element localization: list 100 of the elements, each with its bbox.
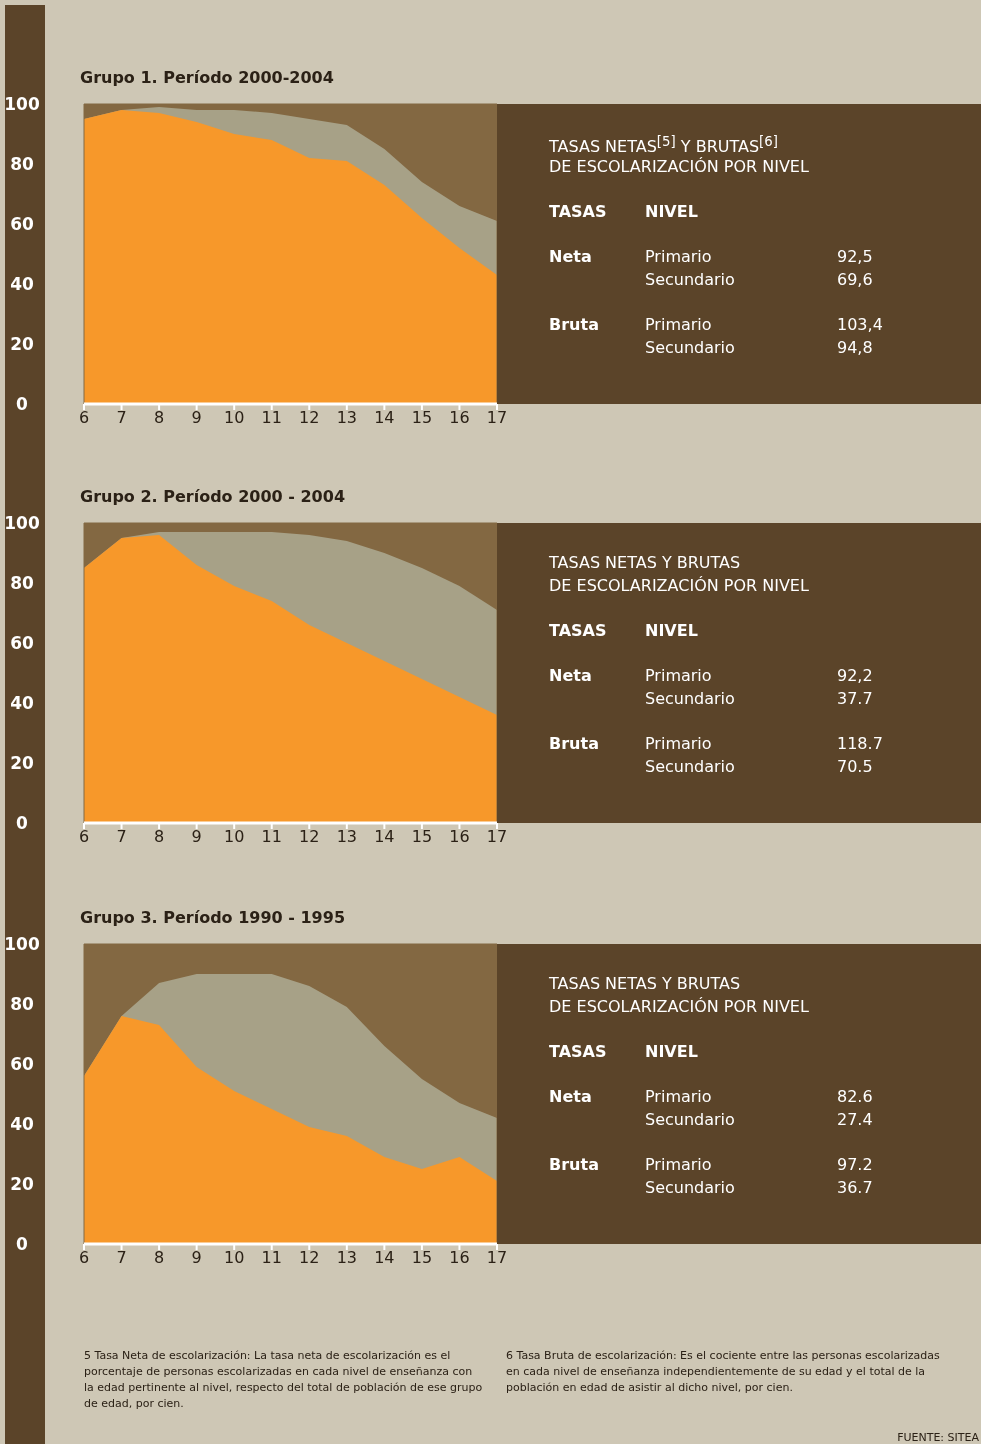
text: 6 Tasa Bruta de escolarización: Es el cociente entre las personas escolarizadas en cada nivel de enseñanza independientemente de su edad y el total de la población en edad de asistir al dicho nivel, por cien.	[506, 1348, 941, 1396]
text: Primario	[645, 1087, 712, 1106]
text: Primario	[645, 247, 712, 266]
x-tick-label: 9	[191, 1248, 202, 1268]
y-tick-label: 80	[10, 154, 34, 174]
x-tick-label: 7	[116, 827, 127, 847]
text: DE ESCOLARIZACIÓN POR NIVEL	[549, 157, 809, 176]
text: 103,4	[837, 315, 883, 334]
y-tick-label: 40	[10, 1114, 34, 1134]
text: TASAS NETAS Y BRUTAS	[549, 553, 741, 572]
text: Neta	[549, 666, 592, 685]
y-tick-label: 20	[10, 753, 34, 773]
x-tick-label: 11	[261, 1248, 282, 1268]
text: Bruta	[549, 315, 599, 334]
text: TASAS	[549, 1042, 607, 1061]
y-tick-label: 80	[10, 994, 34, 1014]
x-tick-label: 15	[411, 827, 433, 847]
y-tick-label: 20	[10, 1174, 34, 1194]
text: TASAS NETAS Y BRUTAS	[549, 974, 741, 993]
x-tick-label: 8	[154, 408, 165, 428]
y-tick-label: 0	[16, 1234, 29, 1254]
x-tick-label: 16	[449, 1248, 470, 1268]
text: 5 Tasa Neta de escolarización: La tasa neta de escolarización es el porcentaje de personas escolarizadas en cada nivel de enseñanza con la edad pertinente al nivel, respecto del total de población de ese grupo de edad, por cien.	[84, 1348, 484, 1412]
x-tick-label: 14	[374, 1248, 395, 1268]
y-tick-label: 60	[10, 1054, 34, 1074]
x-tick-label: 12	[299, 827, 320, 847]
text: Secundario	[645, 689, 735, 708]
x-tick-label: 11	[261, 408, 282, 428]
x-tick-label: 14	[374, 408, 395, 428]
text: Primario	[645, 315, 712, 334]
x-tick-label: 10	[224, 827, 245, 847]
x-tick-label: 13	[336, 1248, 357, 1268]
x-tick-label: 10	[224, 1248, 245, 1268]
text: NIVEL	[645, 202, 698, 221]
y-tick-label: 60	[10, 633, 34, 653]
x-tick-label: 15	[411, 1248, 433, 1268]
y-tick-label: 40	[10, 693, 34, 713]
x-tick-label: 9	[191, 827, 202, 847]
text: Secundario	[645, 757, 735, 776]
y-tick-label: 100	[4, 934, 40, 954]
text: 94,8	[837, 338, 873, 357]
text: 92,2	[837, 666, 873, 685]
text: TASAS	[549, 202, 607, 221]
text: Bruta	[549, 734, 599, 753]
text: Secundario	[645, 1110, 735, 1129]
x-tick-label: 15	[411, 408, 433, 428]
x-tick-label: 13	[336, 827, 357, 847]
x-tick-label: 8	[154, 1248, 165, 1268]
x-tick-label: 6	[78, 408, 90, 428]
x-tick-label: 16	[449, 827, 470, 847]
x-tick-label: 9	[191, 408, 202, 428]
text: NIVEL	[645, 1042, 698, 1061]
x-tick-label: 17	[486, 827, 508, 847]
y-tick-label: 60	[10, 214, 34, 234]
text: Secundario	[645, 270, 735, 289]
chart-title: Grupo 3. Período 1990 - 1995	[80, 908, 346, 927]
x-tick-label: 10	[224, 408, 245, 428]
text: 118.7	[837, 734, 883, 753]
text: DE ESCOLARIZACIÓN POR NIVEL	[549, 997, 809, 1016]
text: 70.5	[837, 757, 873, 776]
x-tick-label: 14	[374, 827, 395, 847]
x-tick-label: 17	[486, 408, 508, 428]
text: Primario	[645, 1155, 712, 1174]
text: Neta	[549, 1087, 592, 1106]
text: 36.7	[837, 1178, 873, 1197]
text: Primario	[645, 666, 712, 685]
x-tick-label: 12	[299, 408, 320, 428]
x-tick-label: 17	[486, 1248, 508, 1268]
text: 82.6	[837, 1087, 873, 1106]
text: 92,5	[837, 247, 873, 266]
y-tick-label: 20	[10, 334, 34, 354]
x-tick-label: 13	[336, 408, 357, 428]
x-tick-label: 6	[78, 1248, 90, 1268]
x-tick-label: 8	[154, 827, 165, 847]
text: Secundario	[645, 1178, 735, 1197]
text: 27.4	[837, 1110, 873, 1129]
y-tick-label: 40	[10, 274, 34, 294]
text: Primario	[645, 734, 712, 753]
text: TASAS NETAS$^{[5]}$ Y BRUTAS$^{[6]}$	[549, 134, 778, 157]
y-tick-label: 80	[10, 573, 34, 593]
text: Secundario	[645, 338, 735, 357]
x-tick-label: 7	[116, 1248, 127, 1268]
x-tick-label: 12	[299, 1248, 320, 1268]
y-tick-label: 100	[4, 94, 40, 114]
text: 69,6	[837, 270, 873, 289]
text: TASAS	[549, 621, 607, 640]
chart-title: Grupo 1. Período 2000-2004	[80, 68, 334, 87]
y-tick-label: 0	[16, 394, 29, 414]
y-tick-label: 100	[4, 513, 40, 533]
x-tick-label: 7	[116, 408, 127, 428]
x-tick-label: 6	[78, 827, 90, 847]
text: Neta	[549, 247, 592, 266]
text: Bruta	[549, 1155, 599, 1174]
text: 37.7	[837, 689, 873, 708]
x-tick-label: 11	[261, 827, 282, 847]
text: NIVEL	[645, 621, 698, 640]
source-note: FUENTE: SITEA	[897, 1430, 979, 1444]
text: 97.2	[837, 1155, 873, 1174]
chart-title: Grupo 2. Período 2000 - 2004	[80, 487, 346, 506]
y-tick-label: 0	[16, 813, 29, 833]
